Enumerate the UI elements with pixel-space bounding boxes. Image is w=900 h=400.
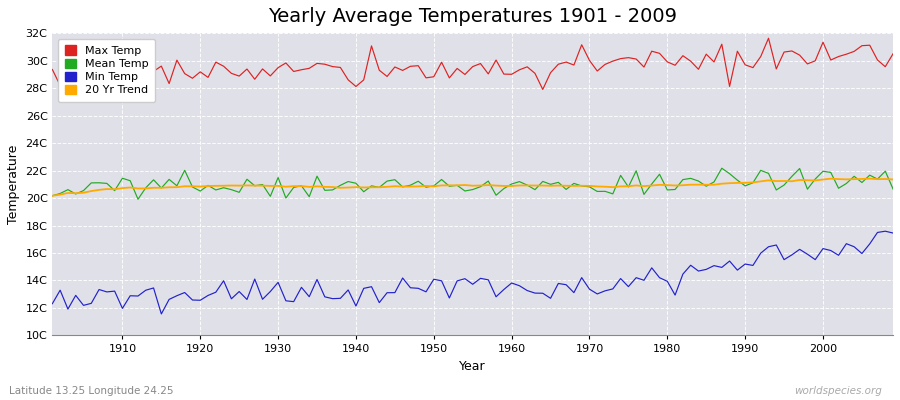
Max Temp [537, 87, 548, 92]
Min Temp [887, 231, 898, 236]
Max Temp [887, 51, 898, 56]
Mean Temp [887, 187, 898, 192]
Max Temp [499, 72, 509, 76]
20 Yr Trend [864, 176, 875, 181]
Max Temp [47, 67, 58, 72]
20 Yr Trend [109, 187, 120, 192]
Max Temp [328, 64, 338, 69]
Max Temp [506, 72, 517, 77]
Min Temp [608, 286, 618, 291]
Min Temp [514, 283, 525, 288]
Mean Temp [514, 179, 525, 184]
Min Temp [288, 299, 299, 304]
Min Temp [156, 312, 166, 316]
Line: Max Temp: Max Temp [52, 38, 893, 90]
Max Temp [281, 60, 292, 65]
Mean Temp [716, 166, 727, 171]
Max Temp [763, 36, 774, 41]
20 Yr Trend [887, 177, 898, 182]
Max Temp [109, 67, 120, 72]
Min Temp [880, 229, 891, 234]
Min Temp [109, 289, 120, 294]
Mean Temp [132, 197, 143, 202]
20 Yr Trend [281, 184, 292, 189]
Title: Yearly Average Temperatures 1901 - 2009: Yearly Average Temperatures 1901 - 2009 [268, 7, 677, 26]
Min Temp [506, 281, 517, 286]
Min Temp [335, 296, 346, 301]
Mean Temp [47, 193, 58, 198]
Max Temp [608, 59, 618, 64]
20 Yr Trend [499, 184, 509, 188]
Mean Temp [109, 188, 120, 193]
Line: Mean Temp: Mean Temp [52, 168, 893, 199]
20 Yr Trend [599, 184, 610, 189]
Mean Temp [288, 185, 299, 190]
Mean Temp [335, 183, 346, 188]
20 Yr Trend [328, 185, 338, 190]
Legend: Max Temp, Mean Temp, Min Temp, 20 Yr Trend: Max Temp, Mean Temp, Min Temp, 20 Yr Tre… [58, 39, 155, 102]
20 Yr Trend [47, 193, 58, 198]
Line: 20 Yr Trend: 20 Yr Trend [52, 178, 893, 196]
Mean Temp [506, 182, 517, 186]
Mean Temp [608, 192, 618, 196]
Text: Latitude 13.25 Longitude 24.25: Latitude 13.25 Longitude 24.25 [9, 386, 174, 396]
Line: Min Temp: Min Temp [52, 231, 893, 314]
Text: worldspecies.org: worldspecies.org [794, 386, 882, 396]
Min Temp [47, 301, 58, 306]
X-axis label: Year: Year [459, 360, 486, 373]
Y-axis label: Temperature: Temperature [7, 144, 20, 224]
20 Yr Trend [506, 184, 517, 188]
